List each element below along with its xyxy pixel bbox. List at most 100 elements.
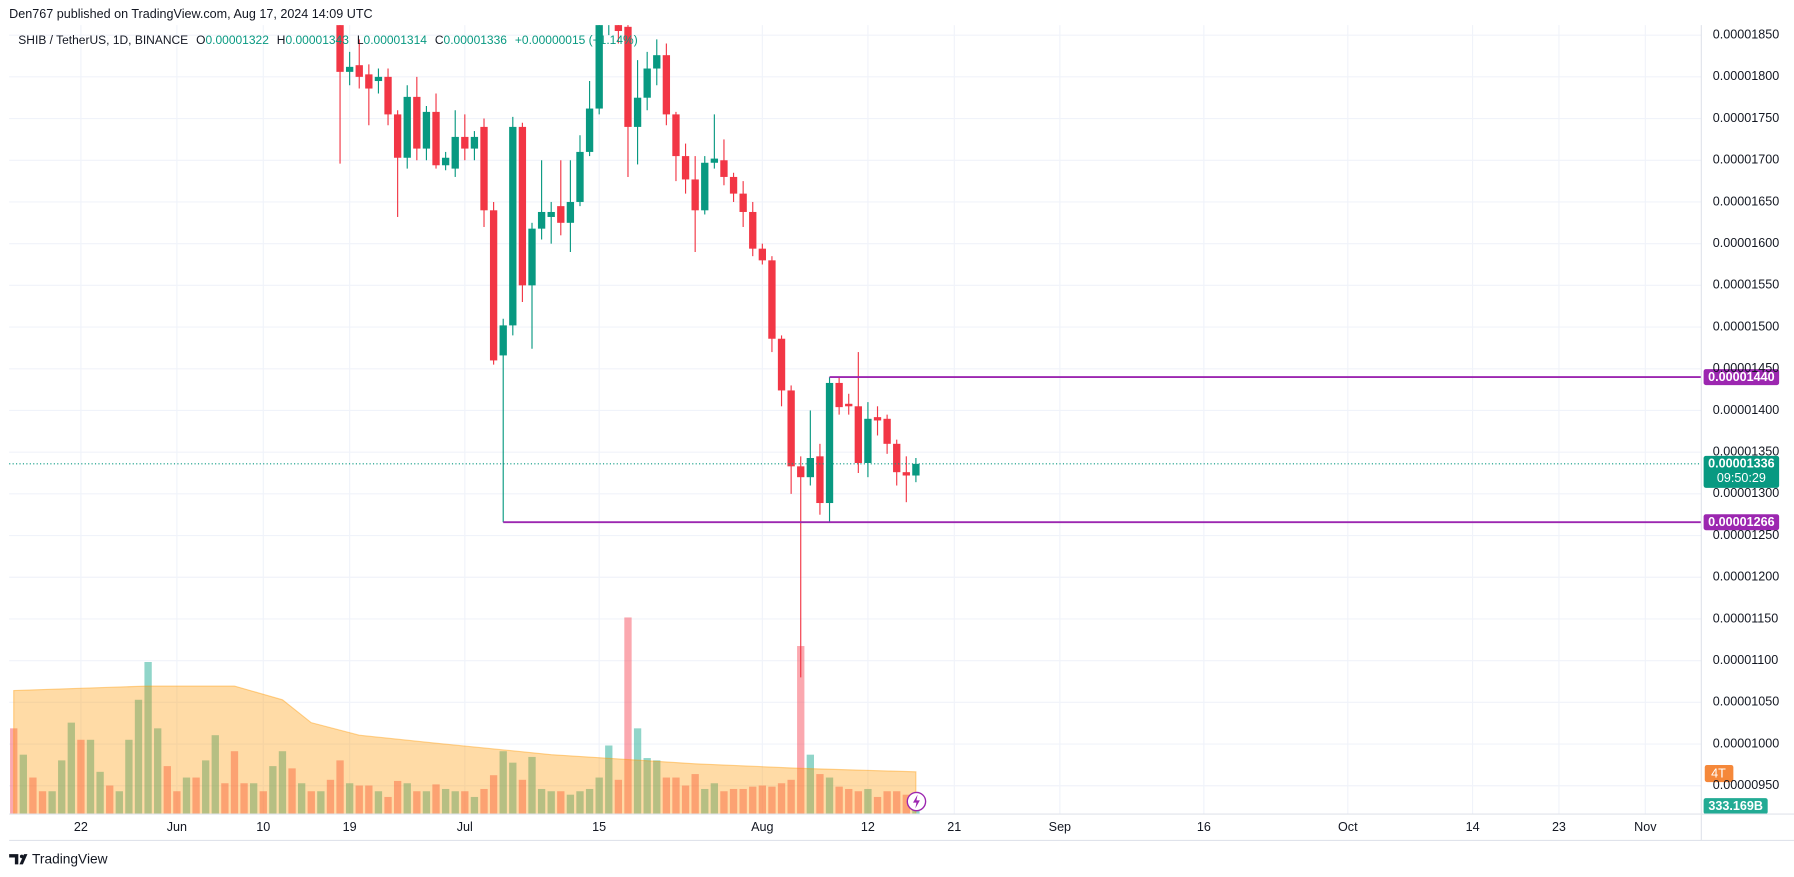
y-tick-label: 0.00001700 (1713, 153, 1779, 167)
volume-bar (787, 779, 795, 815)
candle-body (662, 55, 671, 115)
volume-bar (384, 796, 392, 815)
volume-bar (902, 794, 910, 815)
legend-high: 0.00001343 (285, 33, 349, 47)
candle-body (825, 382, 834, 504)
candle-body (547, 211, 555, 217)
volume-bar (422, 791, 431, 815)
volume-bar (835, 786, 843, 815)
volume-bar (125, 739, 133, 815)
volume-bar (662, 777, 671, 815)
candle-body (557, 206, 565, 223)
y-tick-label: 0.00001850 (1713, 27, 1779, 41)
candle-body (509, 126, 517, 326)
volume-bar (653, 760, 661, 815)
lightning-bolt (913, 794, 920, 809)
candle-body (758, 248, 767, 261)
volume-bar (393, 780, 402, 815)
candle-body (643, 68, 651, 98)
grid (9, 25, 1702, 815)
volume-bar (701, 788, 709, 815)
volume-bar (355, 785, 363, 815)
legend-open: 0.00001322 (205, 33, 269, 47)
volume-bar (624, 617, 632, 815)
candle-body (384, 76, 392, 115)
volume-bar (768, 786, 776, 815)
volume-bar (230, 751, 239, 815)
x-tick-label: Nov (1634, 820, 1657, 834)
candle-body (691, 179, 699, 211)
volume-bar (557, 791, 565, 815)
volume-bar (240, 783, 248, 815)
volume-bar (777, 783, 786, 815)
volume-bar (259, 791, 267, 815)
volume-bar (633, 728, 642, 815)
candle-body (902, 472, 910, 476)
candle-body (576, 151, 584, 202)
volume-bar (288, 768, 296, 815)
y-tick-label: 0.00001150 (1713, 611, 1779, 625)
volume-bar (441, 788, 450, 815)
candle-body (441, 157, 450, 166)
volume-last-badge (1703, 798, 1768, 815)
volume-bar (10, 728, 18, 815)
x-tick-label: 16 (1197, 820, 1211, 834)
y-tick-label: 0.00001800 (1713, 69, 1779, 83)
y-tick-label: 0.00001000 (1713, 736, 1779, 750)
volume-bar (489, 775, 498, 815)
volume-bar (29, 777, 37, 815)
y-tick-label: 0.00001350 (1713, 444, 1779, 458)
volume-bar (202, 760, 210, 815)
volume-bar (38, 791, 47, 815)
candle-body (355, 65, 363, 77)
x-tick-label: 12 (861, 820, 875, 834)
candle-body (777, 338, 786, 391)
x-tick-label: Sep (1049, 820, 1071, 834)
price-line-badge (1703, 369, 1780, 386)
volume-bar (854, 791, 862, 815)
candle-body (729, 176, 738, 194)
candle-body (816, 456, 824, 504)
candle-body (413, 96, 421, 149)
y-tick-label: 0.00001750 (1713, 111, 1779, 125)
volume-bar (269, 766, 277, 815)
candle-body (787, 390, 795, 467)
candle-body (864, 418, 872, 464)
volume-bar (154, 728, 162, 815)
candle-body (912, 463, 920, 476)
logo-dot (19, 854, 24, 859)
candle-body (422, 111, 431, 149)
volume-bar (749, 786, 757, 815)
x-tick-label: 22 (74, 820, 88, 834)
candle-body (393, 114, 402, 158)
candle-body (681, 156, 690, 180)
volume-bar (182, 777, 191, 815)
countdown-label: 09:50:29 (1717, 471, 1766, 485)
candle-body (489, 210, 498, 361)
y-tick-label: 0.00001450 (1713, 361, 1779, 375)
candle-body (432, 111, 440, 166)
publisher-header: Den767 published on TradingView.com, Aug… (9, 7, 373, 21)
x-tick-label: Aug (751, 820, 773, 834)
candle-body (768, 260, 776, 339)
volume-bar (518, 779, 527, 815)
candle-body (835, 382, 843, 408)
volume-bar (883, 791, 891, 815)
y-tick-label: 0.00001050 (1713, 695, 1779, 709)
candle-body (893, 443, 901, 473)
volume-bar (365, 785, 373, 815)
candle-body (614, 25, 623, 31)
volume-bar (547, 791, 555, 815)
candle-body (749, 211, 757, 249)
volume-bar (537, 788, 546, 815)
legend-low-label: L (357, 33, 364, 47)
volume-axis-label: 4T (1711, 766, 1726, 780)
volume-bar (499, 751, 507, 815)
x-tick-label: Jun (167, 820, 187, 834)
last-price-badge (1703, 455, 1780, 488)
y-tick-label: 0.00001600 (1713, 236, 1779, 250)
volume-bar (173, 791, 181, 815)
volume-bar (585, 788, 594, 815)
